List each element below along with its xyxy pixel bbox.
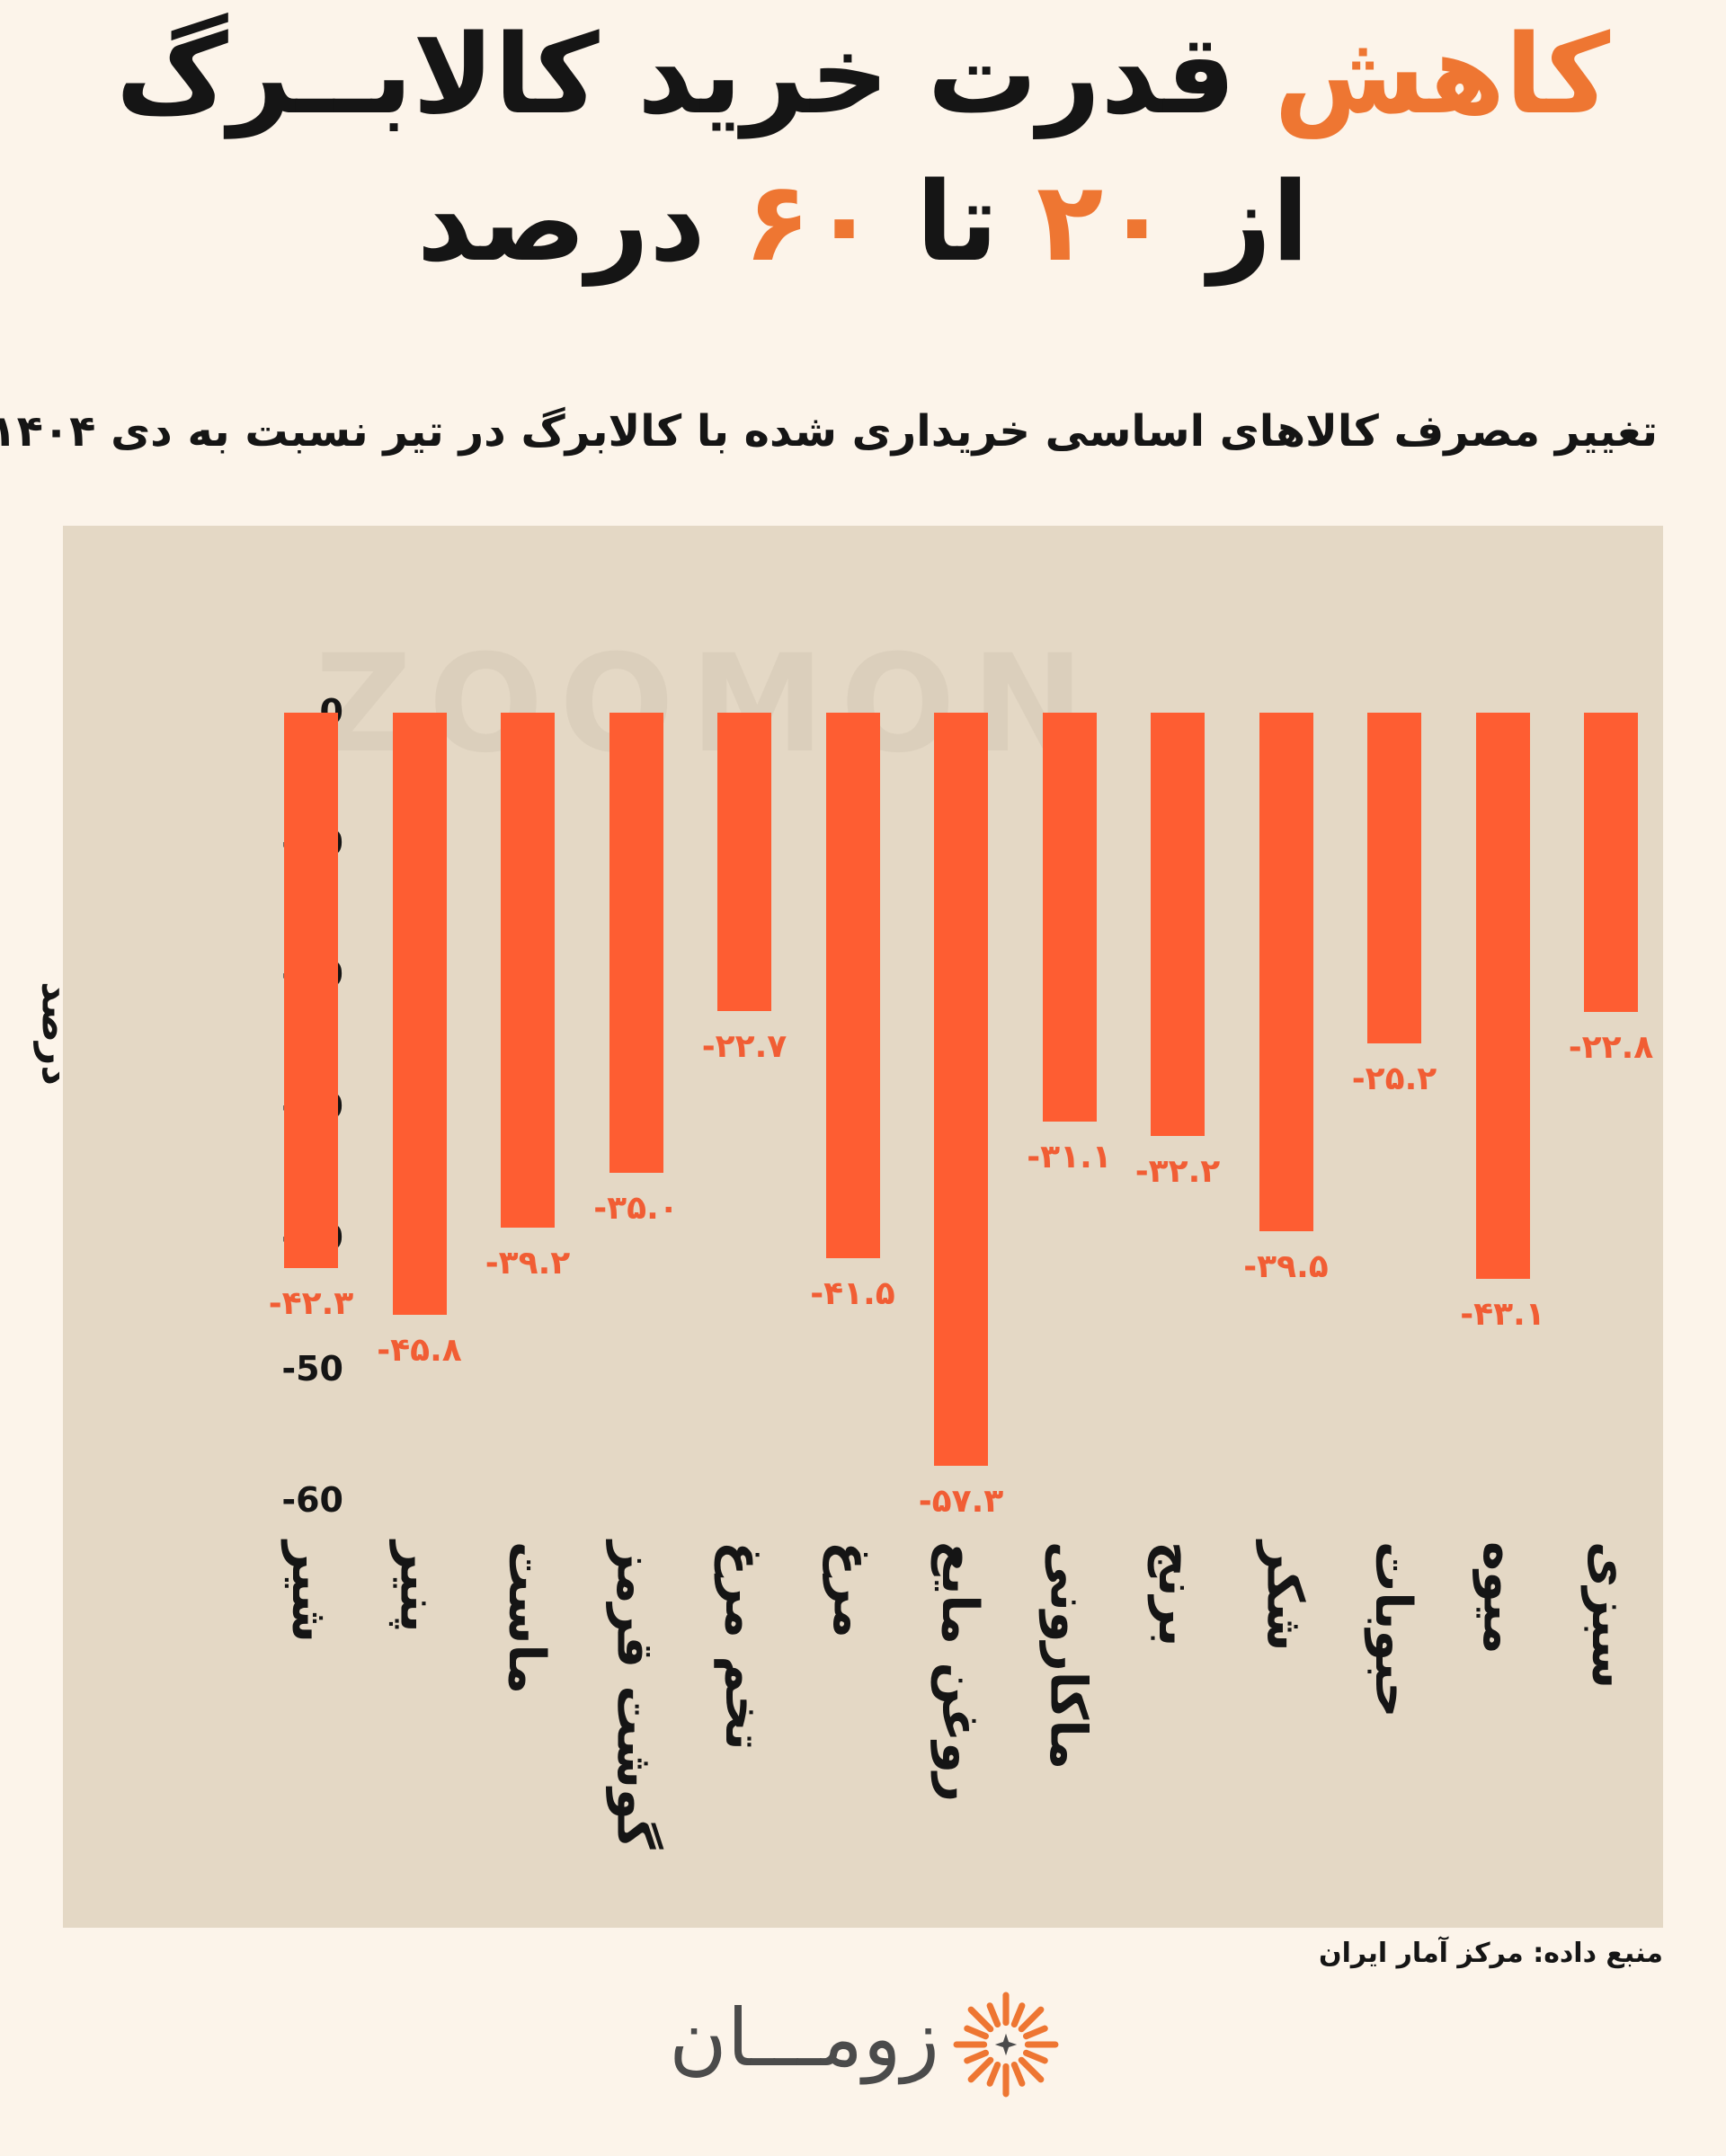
brand-name: زومـــان xyxy=(669,1992,939,2084)
bar xyxy=(1367,713,1421,1044)
bar-value-label: -۳۹.۵ xyxy=(1243,1248,1329,1286)
bar xyxy=(1151,713,1205,1136)
bar-value-label: -۴۱.۵ xyxy=(810,1274,895,1312)
main-title-line1: کاهش قدرت خرید کالابــرگ xyxy=(0,20,1726,129)
title-line2-part-a: از xyxy=(1170,158,1310,286)
logo-ray xyxy=(1010,2002,1026,2028)
y-tick-label: -60 xyxy=(281,1480,343,1521)
category-label: مرغ xyxy=(822,1541,881,1638)
category-label: پنیر xyxy=(388,1541,448,1633)
bar-value-label: -۴۳.۱ xyxy=(1460,1296,1545,1334)
bar xyxy=(1584,713,1638,1013)
bar-value-label: -۲۵.۲ xyxy=(1351,1060,1437,1098)
category-label: شکر xyxy=(1255,1541,1314,1652)
logo-ray xyxy=(1018,2056,1045,2083)
logo-ray xyxy=(1022,2049,1048,2064)
logo-ray xyxy=(986,2061,1001,2087)
y-tick-label: -50 xyxy=(281,1349,343,1389)
logo-ray xyxy=(967,2006,994,2033)
bar-value-label: -۳۲.۲ xyxy=(1134,1152,1221,1190)
category-label: روغن مایع xyxy=(930,1541,989,1803)
bar xyxy=(284,713,338,1269)
bar xyxy=(934,713,988,1466)
bar xyxy=(392,713,447,1315)
bar xyxy=(1042,713,1097,1122)
bar-value-label: -۲۲.۷ xyxy=(701,1027,787,1065)
category-label: میوه xyxy=(1472,1541,1531,1655)
title-line2-part-c: درصد xyxy=(416,158,744,286)
logo-ray xyxy=(964,2025,990,2040)
title-number-60: ۶۰ xyxy=(743,158,878,286)
bar-value-label: -۳۵.۰ xyxy=(593,1189,679,1227)
logo-ray xyxy=(964,2049,990,2064)
category-label: تخم مرغ xyxy=(714,1541,772,1751)
category-label: حبوبات xyxy=(1364,1541,1422,1718)
bar xyxy=(825,713,880,1258)
title-line1-rest: قدرت خرید کالابــرگ xyxy=(115,11,1275,138)
y-axis-label: درصد xyxy=(32,981,79,1086)
bar xyxy=(609,713,663,1173)
logo-ray xyxy=(1010,2061,1026,2087)
bar xyxy=(501,713,555,1229)
title-number-20: ۲۰ xyxy=(1036,158,1170,286)
bar-value-label: -۲۲.۸ xyxy=(1568,1029,1654,1067)
category-label: شیر xyxy=(280,1541,339,1643)
category-label: ماکارونی xyxy=(1038,1541,1098,1770)
logo-ray xyxy=(986,2002,1001,2028)
logo-ray xyxy=(1022,2025,1048,2040)
title-line2-part-b: تا xyxy=(877,158,1036,286)
title-accent-word: کاهش xyxy=(1274,11,1611,138)
bar-value-label: -۴۵.۸ xyxy=(377,1331,462,1369)
bar xyxy=(1259,713,1313,1232)
category-label: برنج xyxy=(1147,1541,1206,1647)
category-label: گوشت قرمز xyxy=(605,1541,664,1850)
source-note: منبع داده: مرکز آمار ایران xyxy=(1319,1938,1663,1969)
brand-logo-icon xyxy=(953,1992,1059,2098)
bar-value-label: -۴۲.۳ xyxy=(268,1285,354,1323)
bar xyxy=(717,713,771,1011)
bar xyxy=(1475,713,1530,1280)
logo-ray xyxy=(967,2056,994,2083)
bar-value-label: -۳۹.۲ xyxy=(485,1245,571,1282)
category-label: سبزی xyxy=(1580,1541,1639,1690)
bar-value-label: -۵۷.۳ xyxy=(918,1482,1004,1520)
bar-value-label: -۳۱.۱ xyxy=(1027,1138,1112,1176)
category-label: ماست xyxy=(497,1541,556,1695)
logo-ray xyxy=(1018,2006,1045,2033)
main-title-line2: از ۲۰ تا ۶۰ درصد xyxy=(0,167,1726,277)
chart-title: تغییر مصرف کالاهای اساسی خریداری شده با … xyxy=(0,406,1658,457)
